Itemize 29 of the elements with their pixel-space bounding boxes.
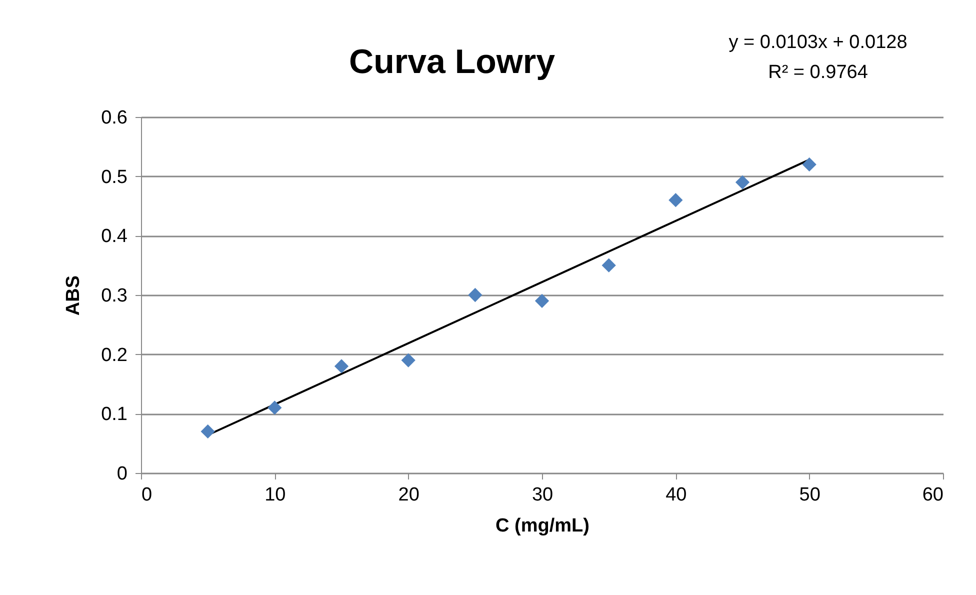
text: y = 0.0103x + 0.0128 <box>728 32 908 53</box>
y-axis-title: ABS <box>63 275 84 316</box>
point <box>602 258 616 272</box>
point <box>268 400 282 415</box>
x-tick-label: 0 <box>142 484 152 506</box>
y-tick-label: 0.6 <box>101 108 128 128</box>
point <box>334 359 349 374</box>
x-axis-title: C (mg/mL) <box>496 516 590 536</box>
text: R² = 0.9764 <box>768 62 868 83</box>
point <box>802 157 816 172</box>
x-tick-label: 30 <box>532 484 554 506</box>
x-tick-label: 40 <box>666 484 687 506</box>
x-tick-label: 10 <box>264 484 286 506</box>
y-tick-label: 0.1 <box>101 404 128 426</box>
y-tick-label: 0.3 <box>101 286 128 306</box>
chart-title: Curva Lowry <box>349 43 556 81</box>
x-tick-label: 50 <box>799 484 820 506</box>
y-tick-label: 0 <box>116 464 128 484</box>
y-tick-label: 0.5 <box>101 166 128 188</box>
point <box>534 294 550 308</box>
x-tick-label: 60 <box>922 484 944 506</box>
y-tick-label: 0.2 <box>101 344 128 366</box>
y-tick-label: 0.4 <box>101 226 128 248</box>
point <box>468 288 482 302</box>
point <box>401 353 416 368</box>
point <box>200 424 215 439</box>
point <box>735 175 750 190</box>
point <box>668 192 683 208</box>
x-tick-label: 20 <box>398 484 420 506</box>
